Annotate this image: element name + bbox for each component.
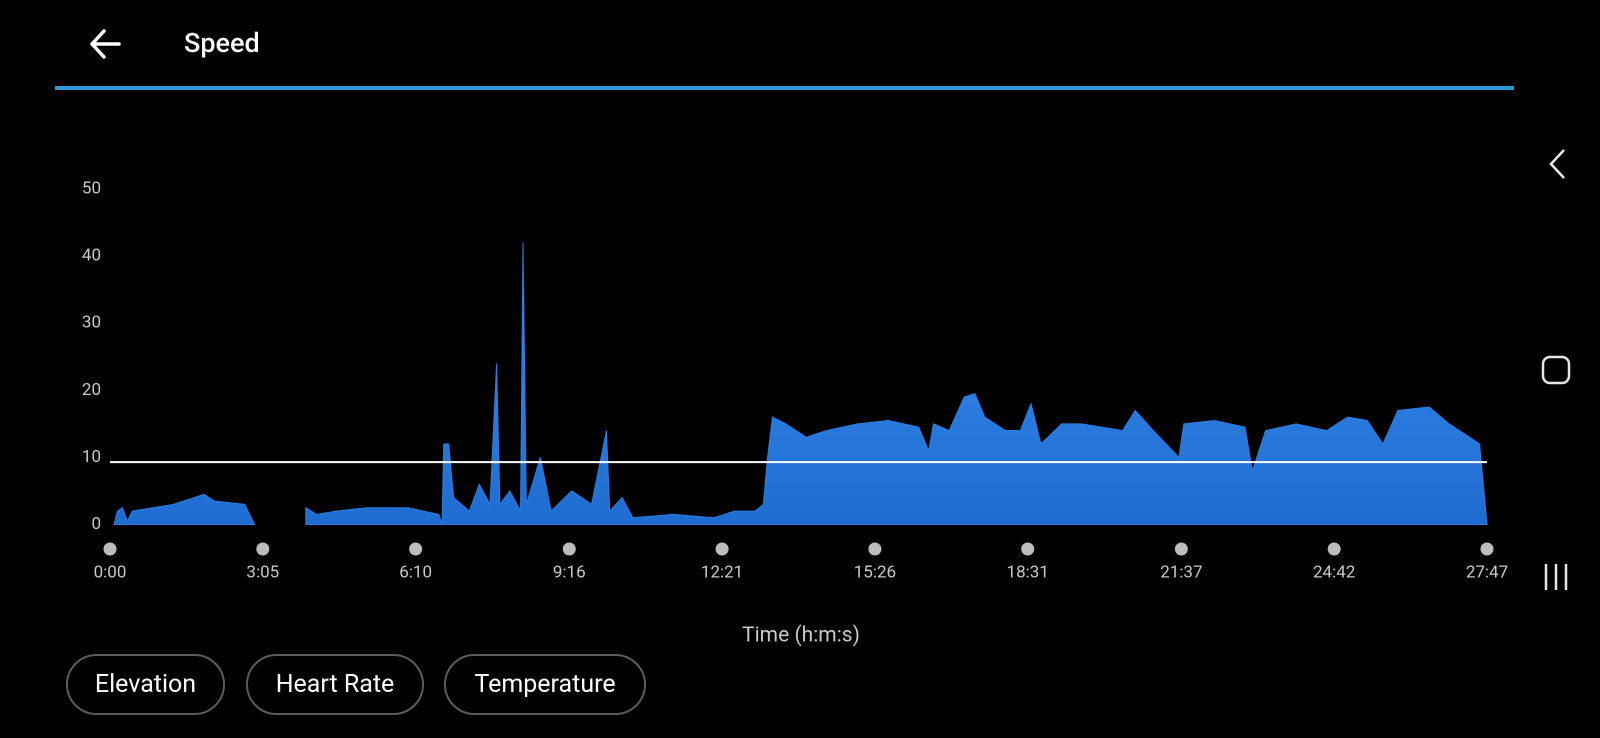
temperature-button[interactable]: Temperature xyxy=(444,654,646,715)
y-tick-label: 0 xyxy=(91,514,101,534)
x-tick-label: 3:05 xyxy=(246,562,279,582)
header-divider xyxy=(55,86,1514,90)
x-tick-dot xyxy=(715,542,729,556)
x-tick-dot xyxy=(1021,542,1035,556)
nav-recent[interactable] xyxy=(1544,564,1568,590)
x-tick-dot xyxy=(103,542,117,556)
x-tick-dot xyxy=(256,542,270,556)
y-tick-label: 10 xyxy=(82,447,101,467)
speed-area xyxy=(113,242,1488,525)
screen-title: Speed xyxy=(184,27,260,59)
x-tick-dot xyxy=(868,542,882,556)
nav-home[interactable] xyxy=(1541,355,1571,385)
x-tick-label: 15:26 xyxy=(854,562,896,582)
x-tick-label: 9:16 xyxy=(553,562,586,582)
x-tick-dot xyxy=(1480,542,1494,556)
plot: 0 10 20 30 40 50 0:00 3:05 6:10 9:16 12:21 15:26 18:… xyxy=(82,178,1508,582)
x-tick-dot xyxy=(1327,542,1341,556)
x-tick-dot xyxy=(1174,542,1188,556)
y-tick-label: 50 xyxy=(82,178,101,198)
x-tick-label: 21:37 xyxy=(1160,562,1202,582)
back-button[interactable] xyxy=(90,29,121,59)
y-tick-label: 20 xyxy=(82,380,101,400)
x-axis-label: Time (h:m:s) xyxy=(742,624,860,648)
y-tick-label: 30 xyxy=(82,313,101,333)
x-tick-label: 18:31 xyxy=(1007,562,1049,582)
x-tick-label: 6:10 xyxy=(399,562,432,582)
x-tick-label: 0:00 xyxy=(94,562,127,582)
x-tick-dot xyxy=(409,542,423,556)
x-tick-label: 27:47 xyxy=(1466,562,1508,582)
heart-rate-button[interactable]: Heart Rate xyxy=(246,654,424,715)
y-tick-label: 40 xyxy=(82,246,101,266)
elevation-button[interactable]: Elevation xyxy=(66,654,225,715)
x-tick-label: 24:42 xyxy=(1313,562,1355,582)
x-tick-label: 12:21 xyxy=(701,562,743,582)
nav-back[interactable] xyxy=(1549,149,1565,179)
x-tick-dot xyxy=(562,542,576,556)
